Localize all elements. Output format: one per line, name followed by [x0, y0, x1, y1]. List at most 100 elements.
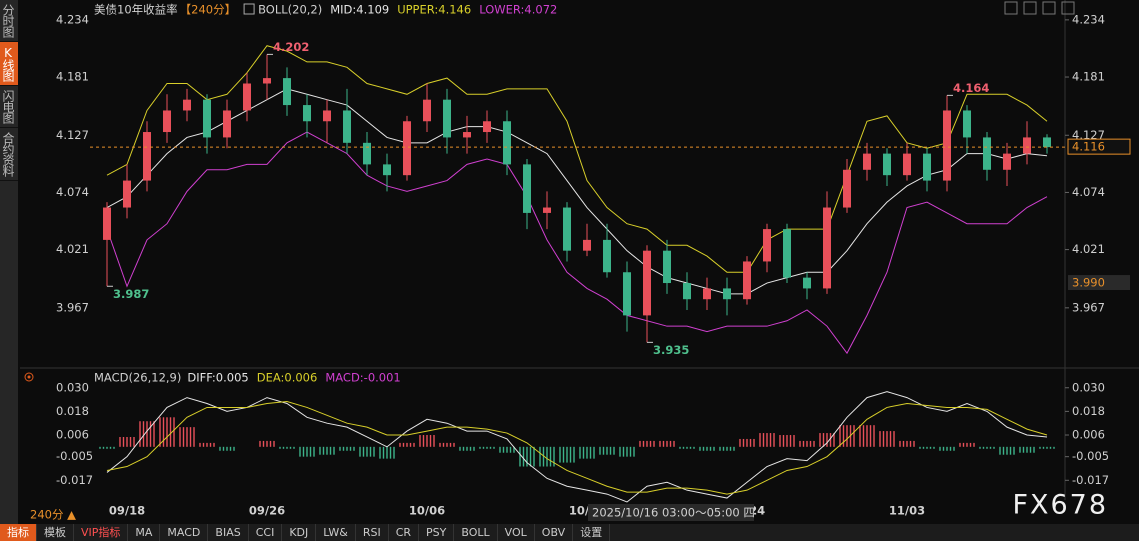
candle-body: [483, 121, 491, 133]
toolbar-tab[interactable]: VIP指标: [74, 524, 129, 541]
candle-body: [743, 261, 751, 300]
chart: 美债10年收益率 MACD(26,12,9) 240分 ▲ 4.234 4.234…: [20, 0, 1139, 522]
candle-body: [783, 229, 791, 278]
annotation: 3.935: [653, 343, 689, 357]
indicator-line: [106, 45, 1048, 273]
candle-body: [383, 164, 391, 176]
candle-body: [123, 180, 131, 208]
candle-body: [103, 207, 111, 240]
candle-body: [243, 83, 251, 111]
price-tag: [1067, 138, 1131, 155]
candle-body: [503, 121, 511, 165]
x-tick-label: 09/26: [249, 504, 285, 518]
legend-entry: LOWER:4.072: [479, 3, 557, 17]
x-tick-label: 11/03: [889, 504, 925, 518]
chart-title: 美债10年收益率: [94, 3, 178, 17]
y-tick-label: 0.030: [1072, 380, 1105, 394]
toolbar-tab[interactable]: PSY: [419, 524, 455, 541]
toolbar-tab[interactable]: BIAS: [208, 524, 249, 541]
tab[interactable]: 闪电图: [0, 86, 18, 128]
y-tick-label: 4.181: [1072, 70, 1105, 84]
y-tick-label: 4.127: [1072, 128, 1105, 142]
toolbar-tab[interactable]: CCI: [249, 524, 283, 541]
legend-entry: BOLL(20,2): [258, 3, 322, 17]
candle-body: [1043, 137, 1051, 148]
candle-body: [843, 169, 851, 208]
period-switch[interactable]: 240分 ▲: [30, 508, 76, 522]
y-tick-label: -0.005: [56, 449, 93, 463]
y-tick-label: 0.018: [1072, 404, 1105, 418]
candle-body: [343, 110, 351, 143]
y-tick-label: 4.234: [56, 12, 89, 26]
tab[interactable]: 合约资料: [0, 128, 18, 181]
candle-body: [163, 110, 171, 133]
y-tick-label: 4.234: [1072, 12, 1105, 26]
candle-body: [563, 207, 571, 251]
candle-body: [903, 153, 911, 176]
settings-icon-dot: [27, 375, 31, 379]
y-tick-label: -0.005: [1072, 449, 1109, 463]
toolbar-tab[interactable]: OBV: [535, 524, 574, 541]
indicator-line: [106, 131, 1048, 355]
candle-body: [303, 105, 311, 122]
toolbar-tab[interactable]: RSI: [356, 524, 389, 541]
candle-body: [363, 142, 371, 165]
candle-body: [283, 78, 291, 106]
candle-body: [403, 121, 411, 176]
y-tick-label: 4.074: [1072, 185, 1105, 199]
button[interactable]: [1004, 1, 1018, 15]
settings-icon[interactable]: [24, 372, 34, 382]
y-tick-label: 4.074: [56, 185, 89, 199]
marker-price: 3.990: [1072, 276, 1105, 290]
candle-body: [1003, 153, 1011, 170]
candle-body: [683, 283, 691, 300]
candle-body: [523, 164, 531, 213]
candle-body: [863, 153, 871, 170]
indicator-line: [106, 88, 1048, 295]
toolbar: 指标 模板 VIP指标 MA MACD BIAS CCI KDJ LW& RSI CR PSY BOLL…: [0, 524, 1139, 541]
candle-body: [703, 288, 711, 300]
x-tick-label: 10/06: [409, 504, 445, 518]
candle-body: [423, 99, 431, 122]
toolbar-tab[interactable]: 设置: [573, 524, 611, 541]
toolbar-tab[interactable]: BOLL: [454, 524, 498, 541]
y-tick-label: 3.967: [1072, 300, 1105, 314]
candle-body: [623, 272, 631, 316]
candle-body: [923, 153, 931, 181]
toolbar-tab[interactable]: LW&: [316, 524, 356, 541]
window-buttons: [1004, 1, 1075, 15]
candle-body: [643, 250, 651, 316]
candle-body: [823, 207, 831, 289]
toolbar-tab[interactable]: MA: [128, 524, 161, 541]
candle-body: [983, 137, 991, 170]
toolbar-tab[interactable]: CR: [389, 524, 420, 541]
candle-body: [263, 78, 271, 84]
toolbar-tab[interactable]: 指标: [0, 524, 37, 541]
y-tick-label: 3.967: [56, 300, 89, 314]
button[interactable]: [1061, 1, 1075, 15]
toolbar-tab[interactable]: KDJ: [282, 524, 317, 541]
legend-entry: UPPER:4.146: [397, 3, 471, 17]
candle-body: [543, 207, 551, 213]
y-tick-label: 0.030: [56, 380, 89, 394]
legend-entry: DIFF:0.005: [187, 371, 248, 385]
toolbar-tab[interactable]: VOL: [498, 524, 535, 541]
candle-body: [443, 99, 451, 138]
tab[interactable]: K线图: [0, 42, 18, 86]
candle-body: [883, 153, 891, 176]
last-price: 4.116: [1072, 140, 1105, 154]
toolbar-tab[interactable]: MACD: [160, 524, 209, 541]
candle-body: [803, 277, 811, 289]
candle-body: [963, 110, 971, 138]
indicator-title: MACD(26,12,9): [94, 371, 181, 385]
candle-body: [203, 99, 211, 138]
y-tick-label: 0.006: [1072, 428, 1105, 442]
legend-entry: MACD:-0.001: [325, 371, 400, 385]
button[interactable]: [1042, 1, 1056, 15]
button[interactable]: [1023, 1, 1037, 15]
watermark: FX678: [1012, 490, 1108, 521]
candle-body: [583, 239, 591, 251]
legend-entry: 【240分】: [180, 3, 236, 17]
tab[interactable]: 分时图: [0, 0, 18, 42]
toolbar-tab[interactable]: 模板: [37, 524, 74, 541]
